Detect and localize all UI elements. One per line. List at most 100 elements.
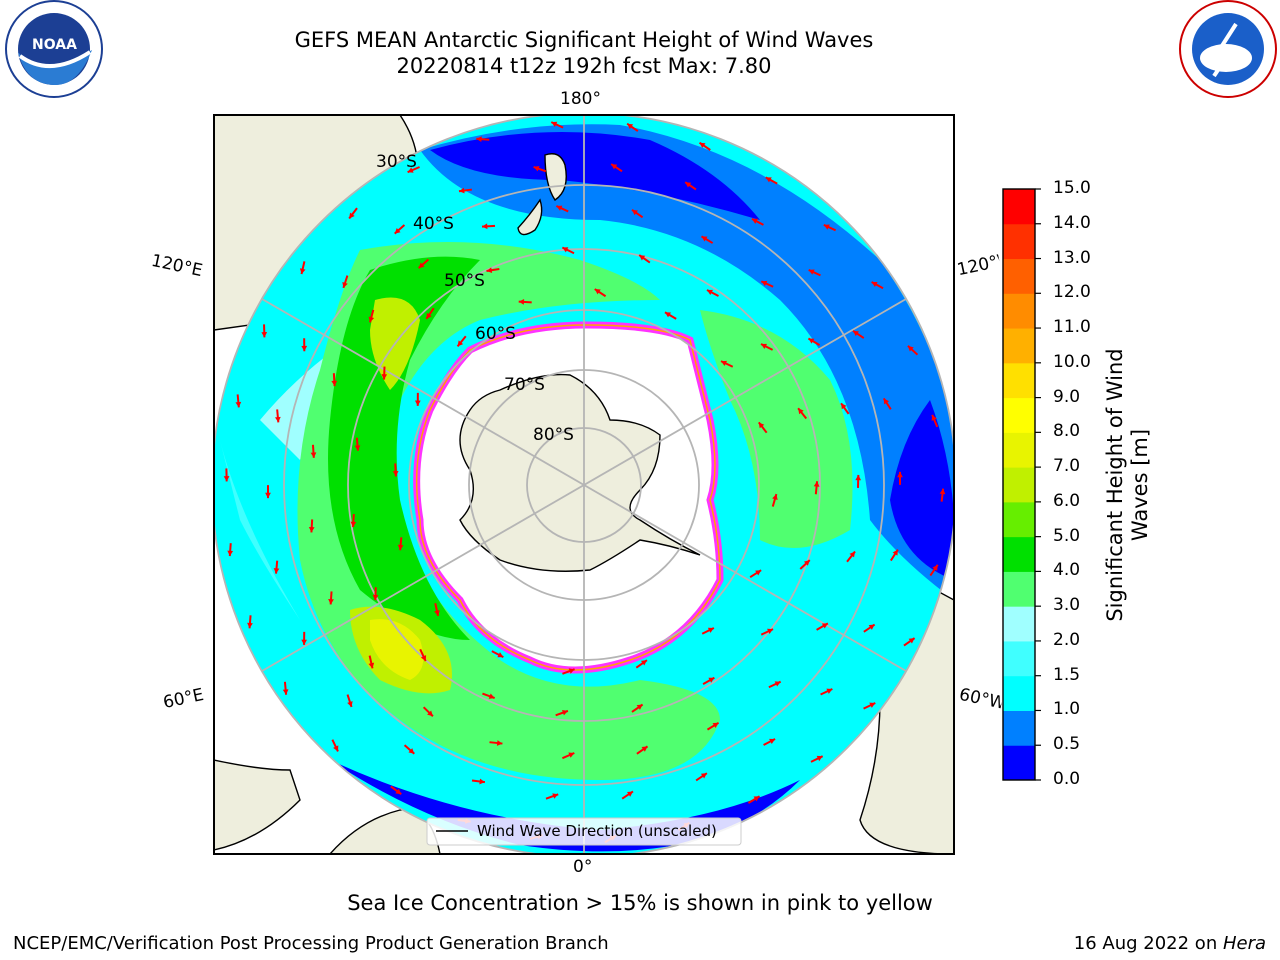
title-line-1: GEFS MEAN Antarctic Significant Height o… [294,28,874,52]
lat-label-40s: 40°S [413,214,454,234]
wind-arrow-head [235,401,242,408]
wind-arrow-head [932,564,938,571]
wind-arrow-head [426,312,432,319]
wind-arrow-head [640,660,647,666]
wind-arrow-head [479,778,485,785]
wind-arrow-head [265,492,271,499]
wind-arrow-head [803,560,810,566]
wind-arrow-head [299,268,306,275]
wind-arrow-head [611,164,618,170]
wind-arrow-head [397,544,404,551]
wind-arrow-head [883,398,890,405]
wind-arrow-head [852,330,859,337]
colorbar-tick-label: 12.0 [1053,282,1091,303]
wind-arrow-head [274,416,281,423]
colorbar-segment [1003,571,1035,607]
wind-arrow-head [758,422,765,429]
wind-arrow-head [308,526,315,533]
wind-arrow-head [247,622,253,629]
wind-arrow-head [761,343,768,349]
colorbar-segment [1003,362,1035,399]
wind-arrow-head [892,549,898,556]
colorbar-tick-label: 0.0 [1053,769,1081,789]
colorbar [1003,188,1041,781]
wind-arrow-head [562,247,569,253]
colorbar-segment [1003,745,1035,781]
colorbar-tick-label: 5.0 [1053,525,1081,546]
wind-arrow-head [347,701,353,707]
colorbar-tick-label: 14.0 [1053,212,1091,233]
colorbar-tick-label: 2.0 [1053,629,1081,650]
map-frame [213,114,955,855]
colorbar-label: Significant Height of Wind Waves [m] [1103,348,1152,622]
lon-label-0: 0° [573,857,593,877]
wind-arrow-head [627,123,634,130]
wind-arrow-head [841,403,847,410]
wind-arrow-head [700,773,707,779]
wind-arrow-head [897,471,903,478]
date-value: 16 Aug 2022 on [1073,933,1223,954]
wind-arrow-head [394,227,401,234]
wind-arrow-head [772,494,778,500]
wind-arrow-head [273,568,280,574]
wind-arrow-head [721,360,728,367]
wind-arrow-head [223,476,230,482]
colorbar-segment [1003,467,1035,503]
wind-arrow-head [826,688,833,694]
wind-arrow-head [418,262,425,269]
wind-arrow-head [767,628,774,634]
wind-arrow-head [774,681,781,687]
wind-arrow-head [368,316,375,323]
lat-label-30s: 30°S [376,152,417,172]
wind-arrow-head [699,142,706,149]
wind-arrow-head [282,689,289,695]
colorbar-segment [1003,501,1035,538]
wind-arrow-head [639,255,646,261]
wind-arrow-head [395,788,402,795]
wind-arrow-head [301,639,308,645]
colorbar-tick-label: 7.0 [1053,456,1081,477]
wind-arrow-head [765,177,772,183]
wind-arrow-head [301,345,308,352]
wind-arrow-head [552,793,559,799]
wind-arrow-head [627,791,633,797]
map-legend [426,817,742,846]
wind-arrow-head [551,121,558,127]
date-text: 16 Aug 2022 on Hera [1074,933,1266,954]
wind-arrow-head [476,136,482,143]
lat-label-50s: 50°S [444,271,485,291]
wind-arrow-head [497,652,504,658]
wind-arrow-head [458,187,465,194]
wind-arrow-head [636,704,643,710]
noaa-logo-text: NOAA [32,37,77,53]
colorbar-tick-label: 13.0 [1053,247,1091,268]
colorbar-segment [1003,223,1035,260]
wind-wave-arrows [223,121,946,844]
credit-text: NCEP/EMC/Verification Post Processing Pr… [13,933,609,954]
wind-arrow-head [518,299,525,305]
wind-arrow-head [482,223,488,230]
sea-ice-note: Sea Ice Concentration > 15% is shown in … [347,891,933,915]
colorbar-segment [1003,432,1035,468]
colorbar-segment [1003,640,1035,677]
wind-arrow-head [706,289,713,295]
colorbar-segment [1003,536,1035,572]
colorbar-tick-label: 0.5 [1053,734,1081,755]
wind-arrow-head [414,400,421,406]
colorbar-tick-label: 1.5 [1053,664,1081,685]
wind-arrow-head [707,627,714,633]
colorbar-segment [1003,328,1035,364]
wind-arrow-head [808,338,815,344]
colorbar-segment [1003,397,1035,433]
colorbar-segment [1003,258,1035,294]
wind-arrow-head [533,165,540,172]
wind-arrow-head [868,624,875,630]
wind-arrow-head [755,570,762,576]
wind-arrow-head [849,551,856,558]
wind-arrow-head [392,470,399,477]
graticule [214,115,954,854]
colorbar-tick-label: 6.0 [1053,490,1081,511]
wind-arrow-head [685,182,692,188]
lat-label-60s: 60°S [475,324,516,344]
